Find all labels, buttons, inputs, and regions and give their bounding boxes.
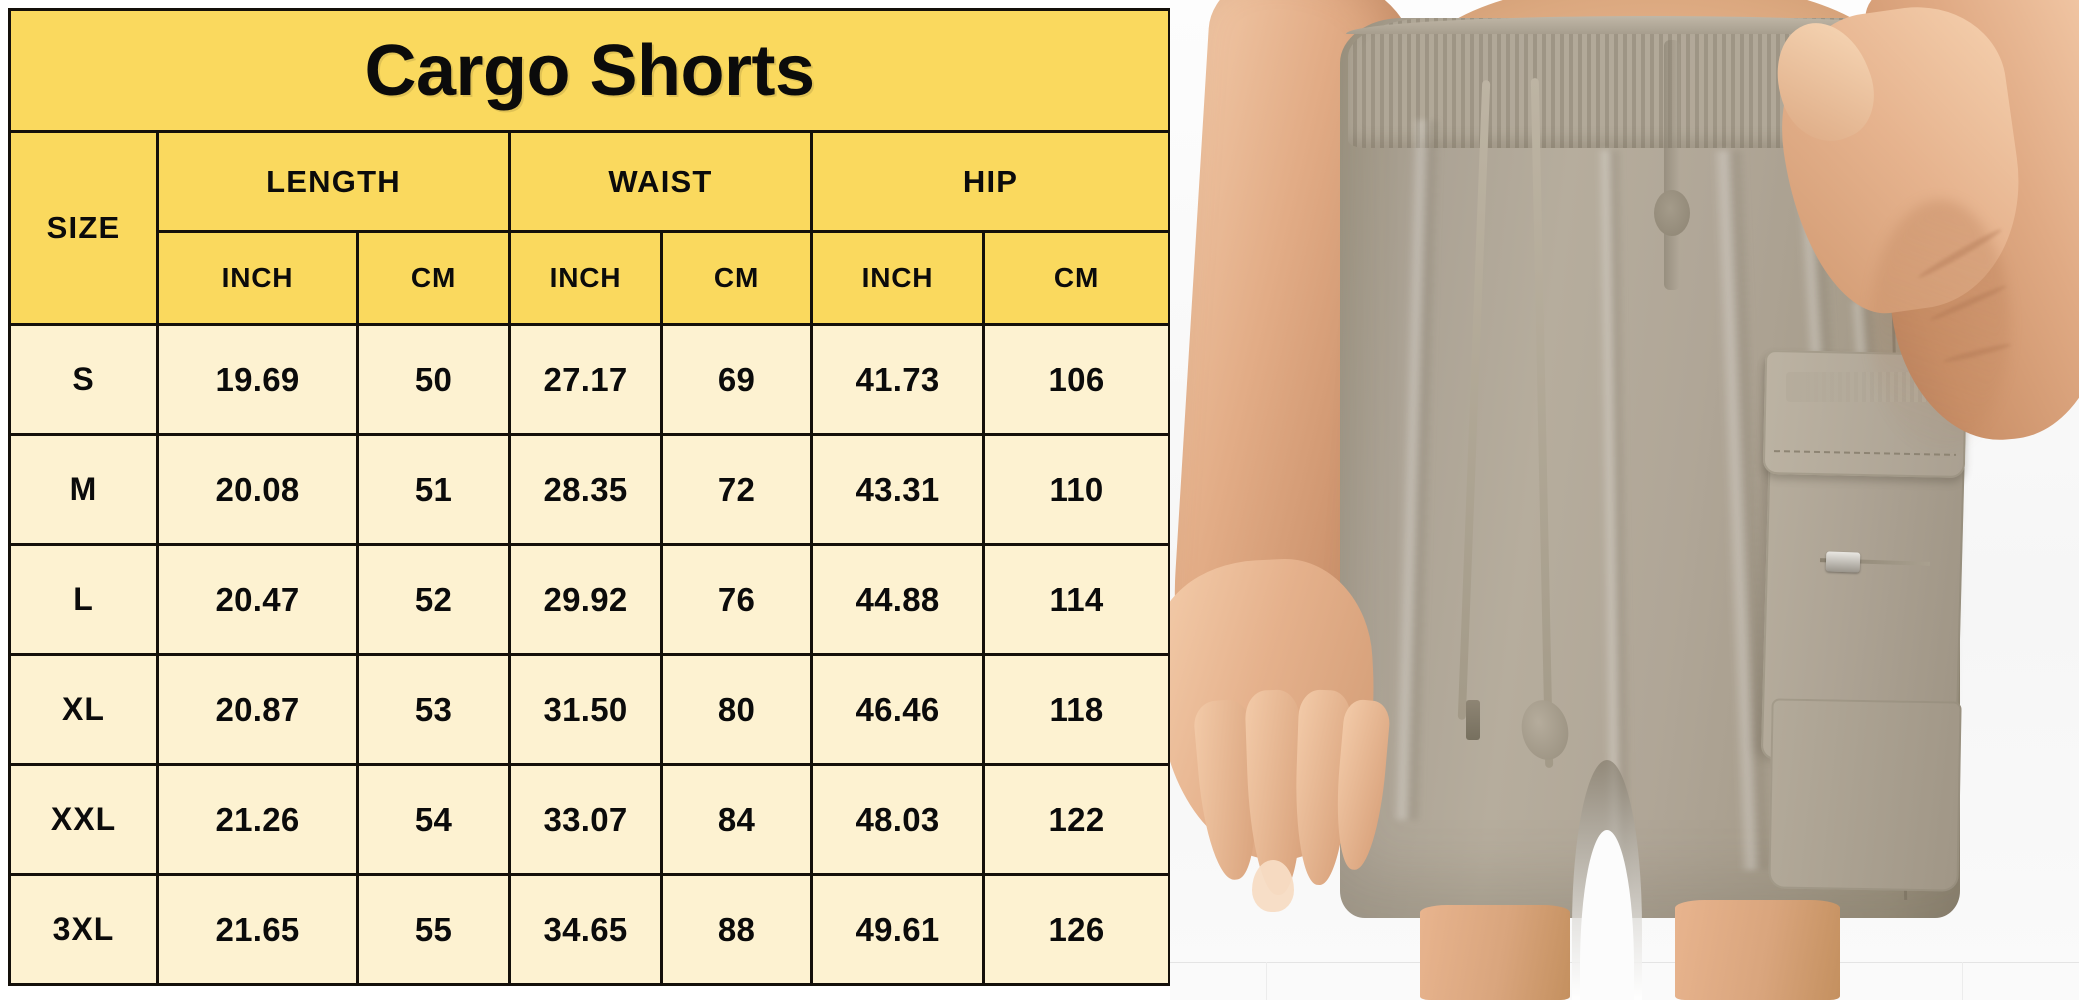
cell-hip-inch: 43.31 [810,433,985,546]
cell-hip-cm: 126 [981,873,1172,986]
cell-hip-cm: 106 [981,323,1172,436]
table-row: M 20.08 51 28.35 72 43.31 110 [8,433,1172,546]
product-photo [1170,0,2079,1000]
cell-waist-inch: 28.35 [508,433,663,546]
cell-waist-cm: 80 [660,653,813,766]
cell-waist-cm: 76 [660,543,813,656]
header-hip-inch: INCH [810,230,985,326]
table-title-row: Cargo Shorts [7,8,1172,133]
cell-length-inch: 21.65 [156,873,359,986]
table-row: XL 20.87 53 31.50 80 46.46 118 [8,653,1172,766]
header-waist-cm: CM [660,230,813,326]
cell-length-cm: 54 [356,763,511,876]
guide-line-vertical [1962,962,1963,1000]
model-fingernail [1252,860,1294,912]
size-chart-table: Cargo Shorts SIZE LENGTH WAIST HIP INCH … [7,8,1172,986]
header-hip: HIP [809,130,1172,233]
table-row: 3XL 21.65 55 34.65 88 49.61 126 [8,873,1172,986]
cell-size: XL [8,653,159,766]
header-length-cm: CM [356,230,511,326]
cell-size: 3XL [8,873,159,986]
shorts-fly-tack [1654,190,1690,236]
cell-waist-inch: 29.92 [508,543,663,656]
cargo-pocket-lower [1768,698,1962,892]
cell-hip-cm: 110 [981,433,1172,546]
header-length: LENGTH [156,130,511,233]
cell-size: XXL [8,763,159,876]
cell-hip-inch: 48.03 [810,763,985,876]
header-waist: WAIST [508,130,813,233]
unit-header-row: INCH CM INCH CM INCH CM [10,230,1172,326]
cell-waist-inch: 27.17 [508,323,663,436]
cell-hip-cm: 118 [981,653,1172,766]
cell-waist-cm: 69 [660,323,813,436]
cell-size: S [8,323,159,436]
cell-hip-cm: 122 [981,763,1172,876]
cell-waist-inch: 31.50 [508,653,663,766]
cell-waist-cm: 72 [660,433,813,546]
cell-length-cm: 53 [356,653,511,766]
header-hip-cm: CM [981,230,1172,326]
cell-length-inch: 20.87 [156,653,359,766]
cell-length-inch: 19.69 [156,323,359,436]
cell-hip-cm: 114 [981,543,1172,656]
cell-length-cm: 51 [356,433,511,546]
cell-waist-inch: 34.65 [508,873,663,986]
cell-size: M [8,433,159,546]
header-length-inch: INCH [156,230,359,326]
cell-length-inch: 20.08 [156,433,359,546]
cell-length-inch: 21.26 [156,763,359,876]
cell-size: L [8,543,159,656]
cell-length-inch: 20.47 [156,543,359,656]
shorts-fly [1664,40,1680,290]
table-row: S 19.69 50 27.17 69 41.73 106 [8,323,1172,436]
header-size: SIZE [8,130,159,326]
drawstring-tip [1466,700,1480,740]
cell-waist-inch: 33.07 [508,763,663,876]
header-waist-inch: INCH [508,230,663,326]
guide-line-vertical [1266,962,1267,1000]
model-left-leg [1420,905,1570,1000]
cell-hip-inch: 49.61 [810,873,985,986]
model-right-leg [1675,900,1840,1000]
cell-waist-cm: 84 [660,763,813,876]
group-header-row: SIZE LENGTH WAIST HIP [8,130,1172,326]
hand-shading [1870,200,2010,450]
page-title: Cargo Shorts [7,8,1172,133]
cell-hip-inch: 46.46 [810,653,985,766]
table-row: XXL 21.26 54 33.07 84 48.03 122 [8,763,1172,876]
cell-hip-inch: 41.73 [810,323,985,436]
zipper-pull-icon [1825,551,1861,573]
cell-length-cm: 55 [356,873,511,986]
cell-length-cm: 52 [356,543,511,656]
table-row: L 20.47 52 29.92 76 44.88 114 [8,543,1172,656]
cell-hip-inch: 44.88 [810,543,985,656]
size-chart-panel: Cargo Shorts SIZE LENGTH WAIST HIP INCH … [7,2,1189,986]
cell-waist-cm: 88 [660,873,813,986]
cell-length-cm: 50 [356,323,511,436]
